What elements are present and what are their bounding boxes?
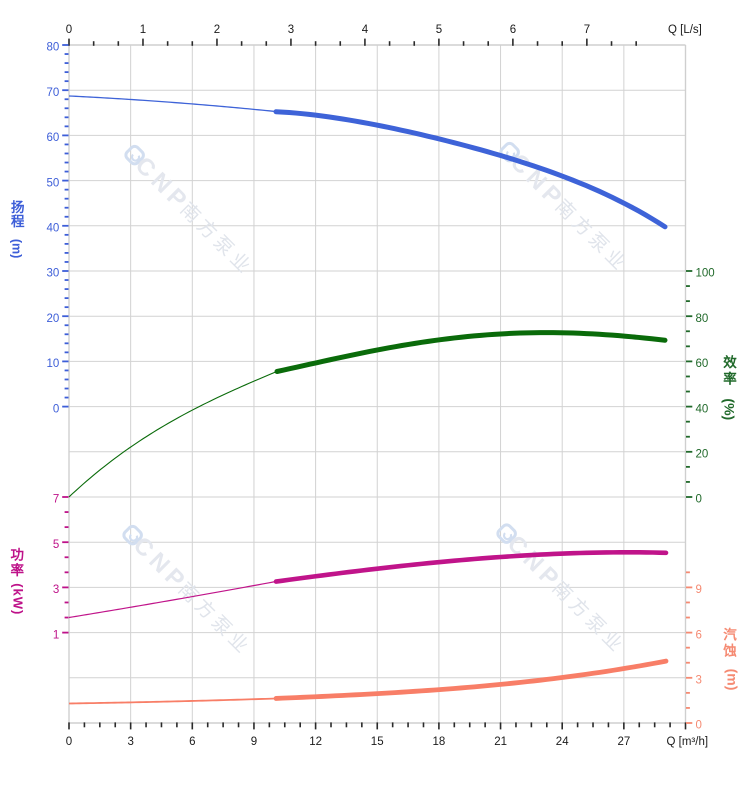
svg-text:(%): (%) [722, 398, 738, 420]
svg-text:20: 20 [47, 313, 60, 325]
svg-text:20: 20 [696, 449, 709, 461]
svg-text:蚀: 蚀 [722, 642, 737, 658]
svg-text:18: 18 [433, 736, 446, 748]
svg-text:1: 1 [140, 24, 146, 36]
svg-text:Q [m³/h]: Q [m³/h] [667, 736, 709, 748]
svg-text:9: 9 [696, 584, 702, 596]
svg-text:7: 7 [584, 24, 590, 36]
svg-text:27: 27 [618, 736, 631, 748]
svg-text:2: 2 [214, 24, 220, 36]
svg-text:0: 0 [696, 494, 702, 506]
svg-text:扬: 扬 [11, 199, 25, 215]
svg-text:3: 3 [288, 24, 294, 36]
svg-text:12: 12 [309, 736, 322, 748]
svg-text:3: 3 [53, 584, 59, 596]
svg-text:60: 60 [47, 132, 60, 144]
svg-text:21: 21 [494, 736, 507, 748]
svg-text:功: 功 [10, 547, 24, 562]
svg-text:率: 率 [10, 562, 24, 578]
svg-text:0: 0 [53, 403, 59, 415]
svg-text:40: 40 [47, 223, 60, 235]
svg-text:10: 10 [47, 358, 60, 370]
svg-text:0: 0 [66, 736, 72, 748]
svg-text:(m): (m) [724, 669, 740, 691]
svg-text:6: 6 [510, 24, 516, 36]
svg-text:5: 5 [436, 24, 442, 36]
svg-text:40: 40 [696, 403, 709, 415]
svg-text:0: 0 [66, 24, 72, 36]
svg-text:6: 6 [696, 629, 702, 641]
svg-text:3: 3 [696, 675, 702, 687]
svg-text:80: 80 [696, 313, 709, 325]
svg-text:7: 7 [53, 494, 59, 506]
svg-text:率: 率 [723, 371, 737, 387]
svg-text:0: 0 [696, 720, 702, 732]
svg-text:80: 80 [47, 42, 60, 54]
svg-text:效: 效 [723, 354, 737, 370]
svg-text:南方泵业: 南方泵业 [176, 198, 258, 280]
svg-text:4: 4 [362, 24, 369, 36]
svg-text:24: 24 [556, 736, 569, 748]
svg-text:南方泵业: 南方泵业 [551, 195, 633, 277]
svg-text:50: 50 [47, 177, 60, 189]
svg-text:9: 9 [251, 736, 257, 748]
svg-text:汽: 汽 [723, 627, 737, 643]
svg-text:30: 30 [47, 268, 60, 280]
svg-text:100: 100 [696, 268, 715, 280]
svg-text:程: 程 [11, 214, 25, 229]
svg-text:5: 5 [53, 539, 59, 551]
svg-text:1: 1 [53, 629, 59, 641]
svg-text:15: 15 [371, 736, 384, 748]
svg-text:Q [L/s]: Q [L/s] [668, 24, 702, 36]
svg-text:6: 6 [189, 736, 195, 748]
svg-text:70: 70 [47, 87, 60, 99]
svg-text:南方泵业: 南方泵业 [548, 577, 630, 659]
svg-text:南方泵业: 南方泵业 [174, 578, 256, 660]
svg-text:60: 60 [696, 358, 709, 370]
svg-text:3: 3 [127, 736, 133, 748]
svg-text:(m): (m) [10, 239, 24, 258]
svg-text:(kW): (kW) [10, 583, 25, 615]
